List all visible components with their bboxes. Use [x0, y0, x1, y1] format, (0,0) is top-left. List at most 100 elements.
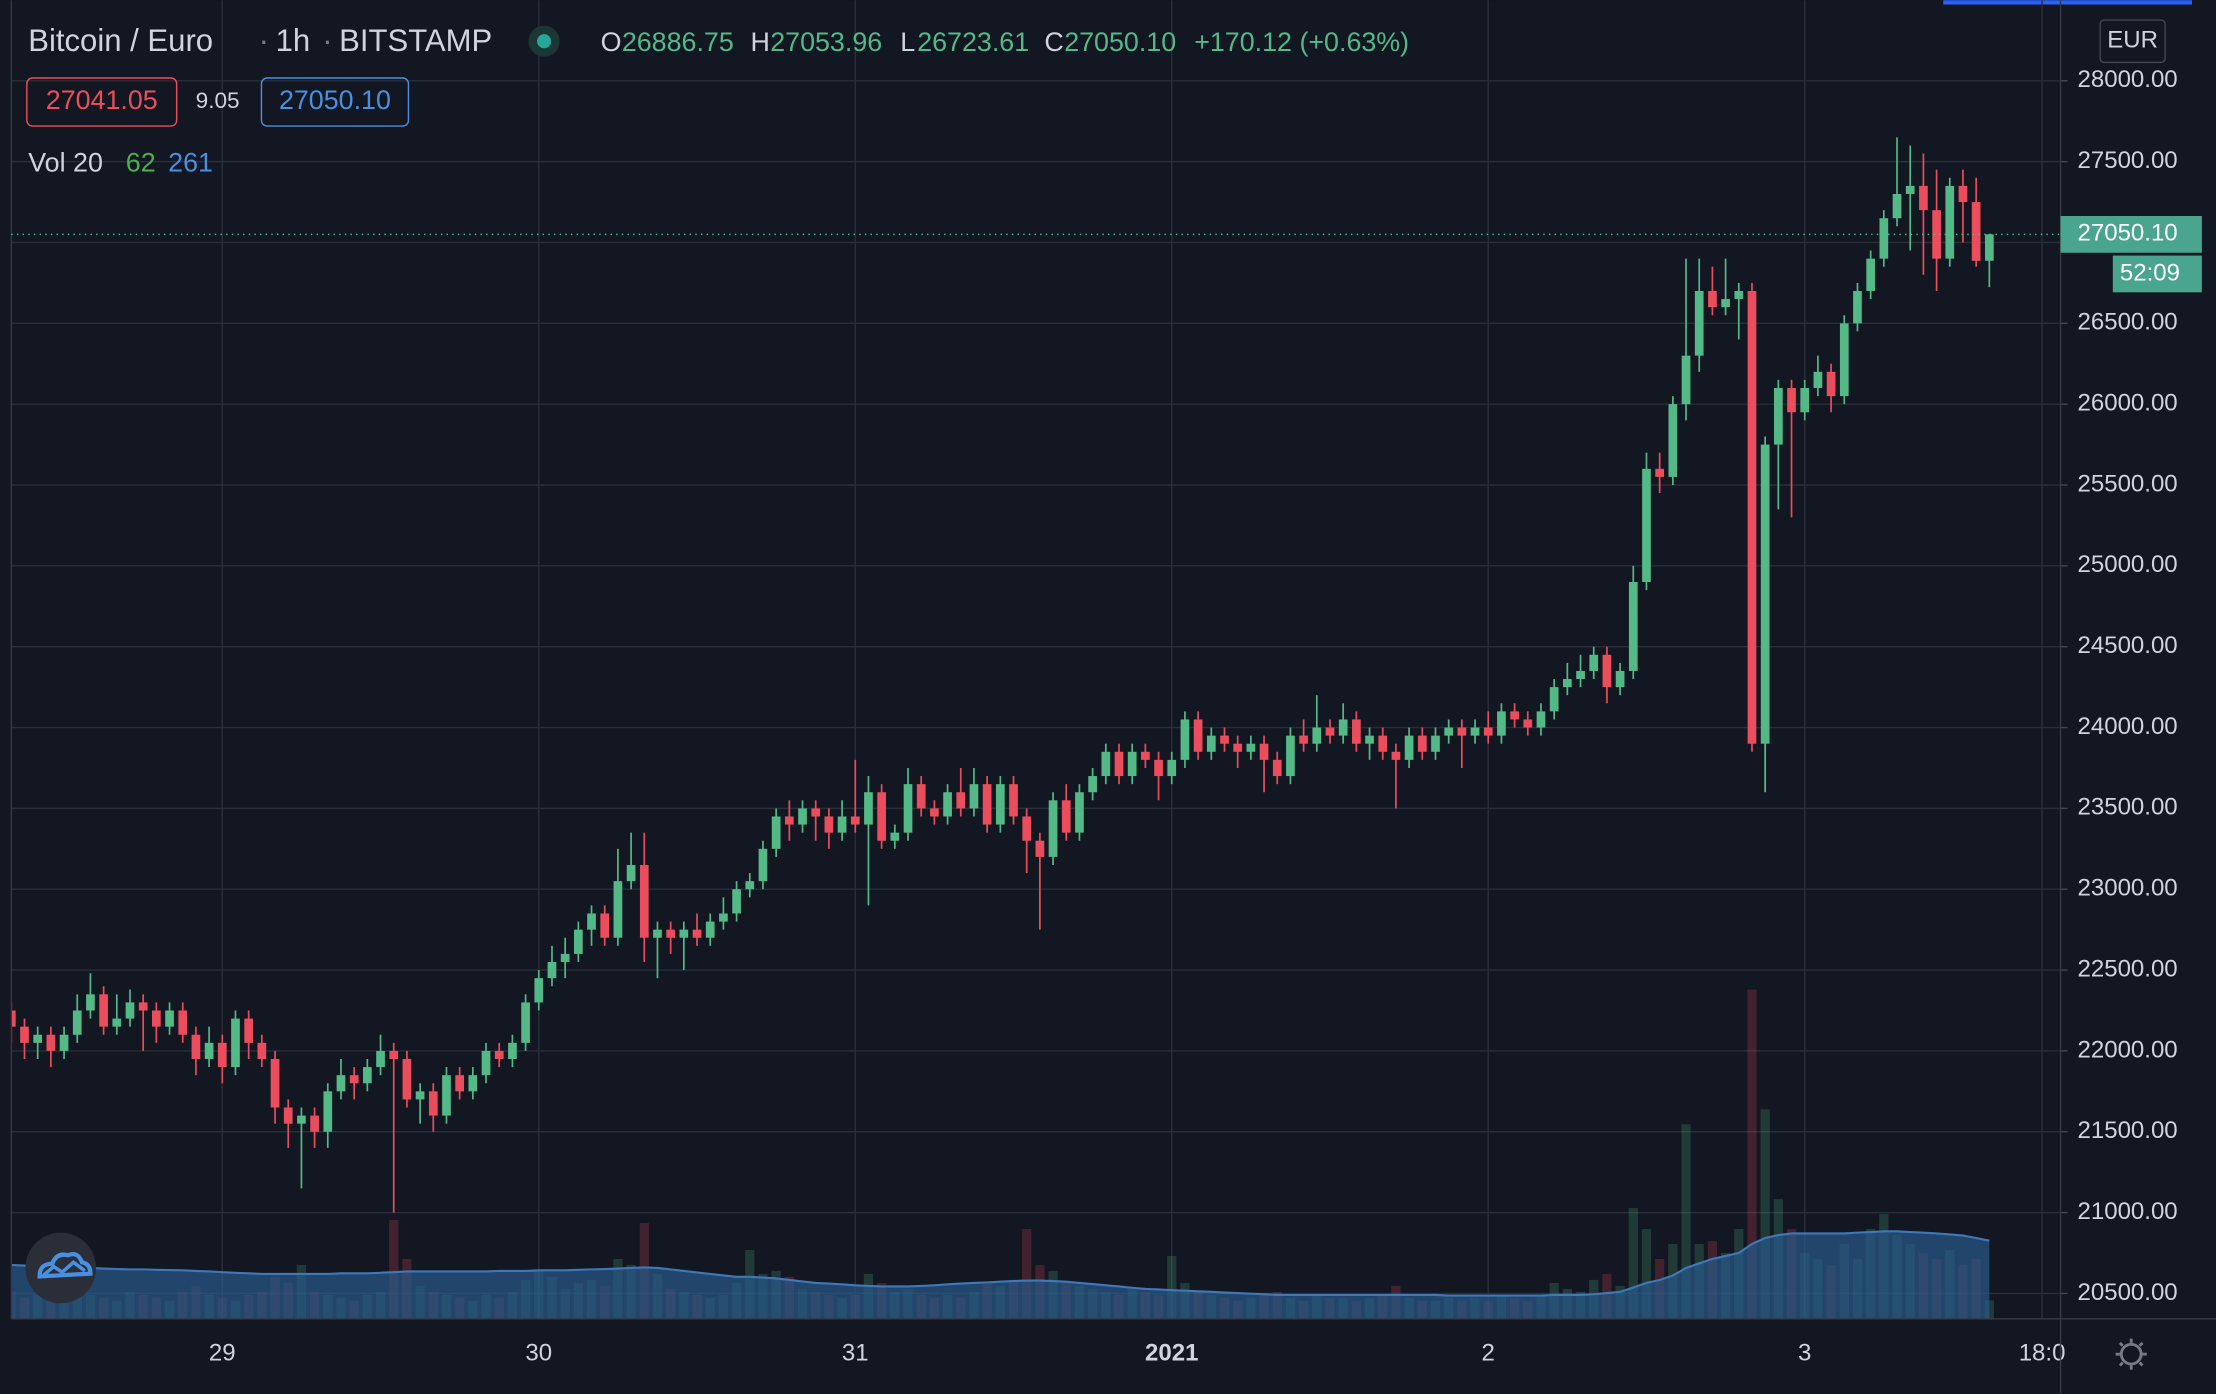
candle-body: [455, 1075, 465, 1092]
candle-body: [1088, 776, 1097, 793]
y-tick-label: 22000.00: [2078, 1036, 2178, 1063]
candle-body: [600, 913, 610, 938]
candle-body: [1721, 299, 1730, 308]
volume-legend: Vol 20: [28, 147, 103, 177]
candle-body: [1220, 735, 1229, 744]
candle-body: [1971, 202, 1981, 261]
y-tick-label: 21500.00: [2078, 1117, 2178, 1144]
candle-body: [850, 816, 860, 825]
y-tick-label: 22500.00: [2078, 955, 2178, 982]
legend-key: H: [750, 27, 769, 57]
candle-body: [573, 929, 583, 954]
candle-body: [481, 1050, 491, 1076]
volume-bar: [1022, 1229, 1032, 1319]
volume-ma-area: [11, 1231, 1990, 1319]
candle-body: [653, 929, 662, 938]
candle-body: [1787, 387, 1796, 413]
bid-box[interactable]: [26, 77, 178, 127]
candle-body: [1325, 727, 1335, 736]
countdown: 52:09: [2120, 259, 2180, 286]
candle-body: [257, 1042, 267, 1060]
volume-bar: [1747, 989, 1757, 1319]
ohlc-legend: O 26886.75 H 27053.96 L 26723.61 C 27050.10: [601, 27, 1177, 57]
candle-body: [376, 1050, 385, 1068]
candle-body: [1457, 727, 1467, 736]
ask-box[interactable]: [260, 77, 410, 127]
candle-body: [178, 1010, 188, 1035]
market-status-dot: [537, 34, 552, 49]
x-tick-label: 29: [209, 1340, 236, 1367]
legend-value: 27053.96: [770, 27, 882, 57]
separator: ·: [259, 23, 269, 58]
candle-body: [890, 832, 900, 841]
candle-body: [1272, 759, 1282, 777]
candle-body: [362, 1067, 372, 1084]
candle-body: [1615, 670, 1625, 688]
candle-body: [930, 808, 939, 817]
candle-body: [125, 1002, 135, 1019]
candle-body: [1510, 711, 1519, 720]
candle-body: [1602, 654, 1612, 688]
candle-body: [72, 1010, 82, 1035]
candle-body: [1708, 290, 1717, 308]
y-tick-label: 23000.00: [2078, 875, 2178, 902]
candle-body: [1009, 784, 1018, 817]
candle-body: [1589, 654, 1599, 671]
volume-bar: [1641, 1229, 1652, 1319]
candle-body: [679, 929, 689, 938]
candle-body: [1839, 323, 1849, 397]
candle-body: [46, 1034, 56, 1051]
settings-gear[interactable]: [2115, 1338, 2147, 1370]
volume-bar: [1681, 1124, 1691, 1319]
logo[interactable]: [25, 1232, 97, 1304]
candle-body: [1984, 234, 1994, 261]
candle-body: [1563, 679, 1572, 688]
candle-body: [244, 1018, 254, 1043]
grid: [11, 0, 2061, 1319]
candle-body: [1378, 735, 1388, 752]
candle-body: [231, 1018, 240, 1068]
volume-bar: [1167, 1255, 1177, 1319]
candle-body: [547, 961, 557, 979]
ask: 27050.10: [279, 85, 391, 115]
candle-body: [903, 784, 913, 833]
volume-value: 62: [126, 147, 156, 177]
candle-body: [613, 881, 623, 938]
y-tick-label: 20500.00: [2078, 1279, 2178, 1306]
legend-key: L: [900, 27, 915, 57]
price-tags: 27050.10 52:09: [11, 215, 2202, 293]
volume-bar: [389, 1220, 399, 1319]
candle-body: [283, 1107, 293, 1124]
candle-body: [784, 816, 794, 825]
candle-body: [165, 1010, 174, 1027]
candle-body: [1206, 735, 1216, 752]
candle-body: [1035, 840, 1045, 857]
candle-body: [152, 1010, 161, 1027]
candle-body: [837, 816, 847, 833]
volume-ma-line: [11, 1230, 1990, 1297]
candle-body: [33, 1034, 43, 1043]
candle-body: [732, 889, 741, 914]
candle-body: [1773, 387, 1783, 445]
candle-body: [1668, 404, 1678, 477]
candle-body: [191, 1034, 201, 1060]
currency: EUR: [2107, 27, 2158, 54]
candle-body: [1523, 719, 1533, 728]
currency-button[interactable]: [2099, 19, 2166, 64]
y-tick-label: 26500.00: [2078, 309, 2178, 336]
candle-body: [1180, 719, 1190, 760]
candle-body: [1404, 735, 1414, 760]
candle-body: [442, 1075, 451, 1116]
candle-body: [1022, 816, 1032, 841]
candle-body: [1233, 743, 1243, 752]
candle-body: [692, 929, 702, 938]
candle-body: [1549, 687, 1559, 712]
candle-body: [1866, 258, 1876, 291]
candle-body: [1853, 290, 1862, 324]
x-tick-label: 31: [842, 1340, 869, 1367]
interval: 1h: [276, 23, 311, 58]
candle-body: [1945, 185, 1955, 259]
candle-body: [705, 921, 715, 938]
y-tick-label: 24500.00: [2078, 632, 2178, 659]
